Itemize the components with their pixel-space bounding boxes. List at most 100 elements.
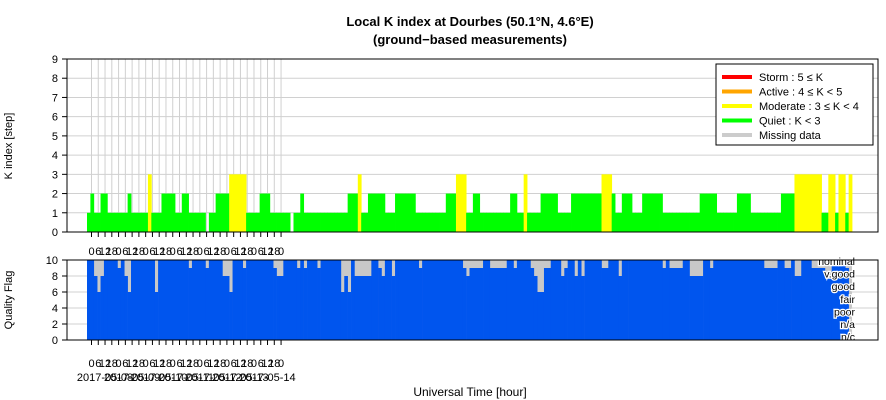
k-index-bar	[239, 174, 244, 232]
k-index-bar	[103, 193, 108, 232]
k-index-bar	[455, 174, 460, 232]
k-index-xtick-label: 12	[234, 246, 246, 258]
k-index-bar	[222, 193, 227, 232]
k-index-xtick-label: 18	[106, 246, 118, 258]
k-index-bar	[577, 193, 582, 232]
k-index-bar	[642, 193, 646, 232]
quality-bar	[303, 268, 308, 340]
quality-bar	[564, 268, 568, 340]
k-index-bar	[483, 212, 487, 232]
k-index-bar	[709, 193, 714, 232]
quality-xtick-label: 18	[214, 358, 226, 370]
quality-bar	[581, 276, 585, 340]
quality-ytick-label: 0	[52, 335, 58, 347]
k-index-bar	[672, 212, 677, 232]
k-index-bar	[794, 174, 799, 232]
k-index-bar	[466, 212, 470, 232]
k-index-bar	[154, 212, 159, 232]
k-index-bar	[848, 174, 853, 232]
k-index-bar	[273, 212, 277, 232]
k-index-bar	[263, 193, 267, 232]
quality-bar	[87, 260, 95, 340]
k-index-bar	[235, 174, 240, 232]
quality-ytick-label: 6	[52, 287, 58, 299]
k-index-xtick-label: 12	[261, 246, 273, 258]
k-index-bar	[232, 174, 237, 232]
date-label: 2017-05-09	[104, 372, 160, 384]
k-index-bar	[476, 193, 481, 232]
k-index-xtick-label: 12	[126, 246, 138, 258]
k-index-bar	[645, 193, 650, 232]
k-index-ytick-label: 9	[52, 54, 58, 66]
quality-xtick-label: 12	[99, 358, 111, 370]
k-index-bar	[100, 193, 105, 232]
k-index-bar	[317, 212, 321, 232]
quality-bar	[777, 260, 785, 340]
legend-label: Moderate : 3 ≤ K < 4	[759, 101, 859, 113]
k-index-bar	[743, 193, 748, 232]
k-index-bar	[736, 193, 741, 232]
k-index-bar	[543, 193, 548, 232]
quality-bar	[621, 260, 629, 340]
k-index-xtick-label: 12	[180, 246, 192, 258]
k-index-bar	[496, 212, 501, 232]
k-index-bar	[547, 193, 552, 232]
k-index-ytick-label: 6	[52, 112, 58, 124]
x-axis-label: Universal Time [hour]	[413, 385, 526, 399]
k-index-bar	[307, 212, 311, 232]
k-index-bar	[703, 193, 707, 232]
quality-flag-label: poor	[834, 306, 856, 318]
k-index-xtick-label: 18	[241, 246, 253, 258]
k-index-xtick-label: 0	[251, 246, 257, 258]
k-index-bar	[178, 212, 183, 232]
k-index-bar	[510, 193, 514, 232]
quality-bar	[703, 260, 711, 340]
k-index-bar	[405, 193, 409, 232]
quality-xtick-label: 0	[278, 358, 284, 370]
quality-bar	[506, 260, 514, 340]
k-index-bar	[381, 193, 386, 232]
k-index-bar	[428, 212, 433, 232]
k-index-xtick-label: 12	[153, 246, 165, 258]
quality-bar	[845, 268, 849, 340]
k-index-y-label: K index [step]	[3, 113, 15, 180]
quality-bar	[483, 260, 491, 340]
k-index-bar	[351, 193, 355, 232]
k-index-bar	[631, 212, 636, 232]
k-index-bar	[550, 193, 555, 232]
chart-subtitle: (ground−based measurements)	[373, 32, 567, 47]
k-index-bar	[215, 193, 220, 232]
k-index-xtick-label: 18	[133, 246, 145, 258]
k-index-bar	[124, 212, 129, 232]
quality-y-axis: 0 2 4 6 8 10	[46, 255, 67, 347]
quality-xtick-label: 6	[231, 358, 237, 370]
quality-bar	[317, 268, 321, 340]
quality-bar	[533, 276, 538, 340]
quality-bar	[574, 276, 579, 340]
quality-xtick-label: 18	[160, 358, 172, 370]
k-index-ytick-label: 4	[52, 150, 58, 162]
quality-xtick-label: 18	[268, 358, 280, 370]
date-label: 2017-05-13	[212, 372, 268, 384]
k-index-xtick-label: 18	[160, 246, 172, 258]
k-index-bar	[259, 193, 264, 232]
k-index-bars	[87, 174, 853, 232]
k-index-bar	[726, 212, 731, 232]
k-index-bar	[740, 193, 745, 232]
k-index-bar	[127, 193, 132, 232]
quality-bar	[127, 292, 132, 340]
date-label: 2017-05-14	[239, 372, 295, 384]
k-index-ytick-label: 7	[52, 92, 58, 104]
k-index-bar	[513, 193, 518, 232]
quality-flag-label: nominal	[818, 256, 855, 268]
k-index-bar	[279, 212, 284, 232]
k-index-bar	[797, 174, 802, 232]
k-index-bar	[750, 212, 755, 232]
k-index-bar	[388, 212, 393, 232]
k-index-bar	[845, 212, 850, 232]
quality-bar	[381, 276, 386, 340]
k-index-bar	[175, 212, 179, 232]
k-index-xtick-label: 0	[88, 246, 94, 258]
quality-ytick-label: 4	[52, 303, 58, 315]
